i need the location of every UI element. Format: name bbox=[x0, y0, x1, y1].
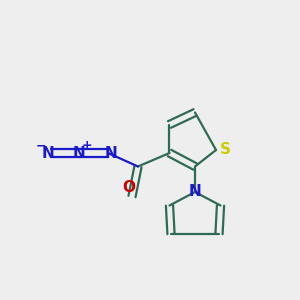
Text: N: N bbox=[42, 146, 54, 160]
Text: N: N bbox=[105, 146, 117, 160]
Text: −: − bbox=[35, 139, 46, 152]
Text: O: O bbox=[122, 180, 136, 195]
Text: N: N bbox=[73, 146, 86, 160]
Text: +: + bbox=[82, 139, 92, 152]
Text: N: N bbox=[189, 184, 201, 200]
Text: S: S bbox=[220, 142, 230, 158]
